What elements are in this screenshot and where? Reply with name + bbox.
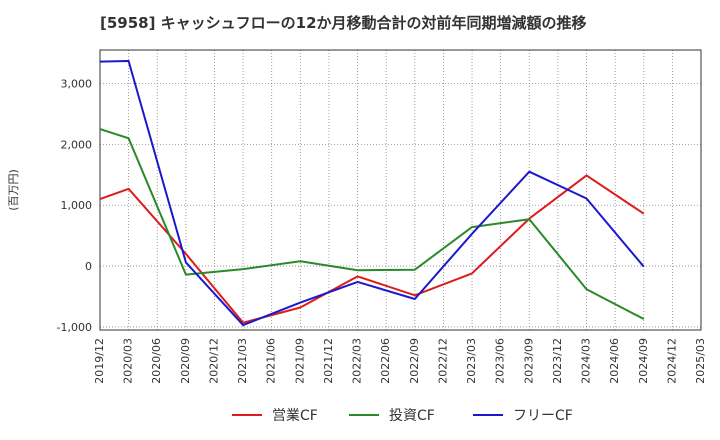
x-tick-label: 2023/03 bbox=[465, 338, 478, 384]
x-tick-label: 2025/03 bbox=[694, 338, 707, 384]
legend-label: フリーCF bbox=[513, 408, 573, 424]
x-tick-label: 2021/06 bbox=[265, 338, 278, 384]
x-tick-label: 2023/06 bbox=[494, 338, 507, 384]
x-tick-label: 2024/12 bbox=[665, 338, 678, 384]
x-tick-label: 2023/12 bbox=[551, 338, 564, 384]
x-tick-label: 2020/12 bbox=[207, 338, 220, 384]
series-line-0 bbox=[99, 174, 645, 324]
x-tick-label: 2022/12 bbox=[436, 338, 449, 384]
y-tick-label: 3,000 bbox=[61, 77, 93, 90]
series-line-1 bbox=[99, 128, 645, 320]
x-tick-label: 2021/03 bbox=[236, 338, 249, 384]
x-tick-label: 2023/09 bbox=[522, 338, 535, 384]
y-tick-label: -1,000 bbox=[57, 321, 92, 334]
x-tick-label: 2024/06 bbox=[608, 338, 621, 384]
y-tick-label: 2,000 bbox=[61, 138, 93, 151]
legend-label: 営業CF bbox=[272, 408, 318, 424]
x-tick-label: 2024/09 bbox=[637, 338, 650, 384]
chart-title: [5958] キャッシュフローの12か月移動合計の対前年同期増減額の推移 bbox=[100, 14, 587, 32]
x-tick-label: 2019/12 bbox=[93, 338, 106, 384]
y-tick-label: 1,000 bbox=[61, 199, 93, 212]
x-tick-label: 2024/03 bbox=[580, 338, 593, 384]
legend-label: 投資CF bbox=[389, 408, 435, 424]
y-tick-label: 0 bbox=[85, 260, 92, 273]
x-tick-label: 2022/09 bbox=[408, 338, 421, 384]
x-tick-label: 2020/06 bbox=[150, 338, 163, 384]
x-tick-label: 2021/09 bbox=[293, 338, 306, 384]
x-tick-label: 2022/06 bbox=[379, 338, 392, 384]
x-tick-label: 2022/03 bbox=[351, 338, 364, 384]
x-tick-label: 2021/12 bbox=[322, 338, 335, 384]
x-tick-label: 2020/03 bbox=[122, 338, 135, 384]
y-axis-unit-label: (百万円) bbox=[7, 169, 20, 211]
x-tick-label: 2020/09 bbox=[179, 338, 192, 384]
plot-frame bbox=[99, 49, 702, 331]
series-line-2 bbox=[99, 60, 645, 327]
plot-area bbox=[100, 50, 701, 330]
